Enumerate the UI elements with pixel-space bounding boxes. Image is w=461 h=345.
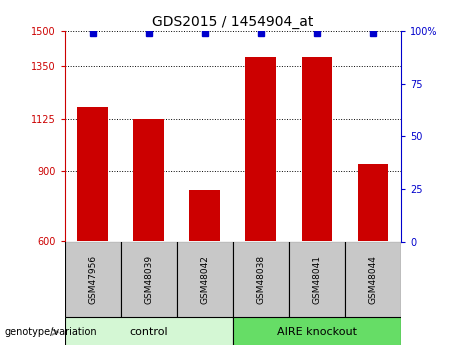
- Bar: [301, 57, 332, 241]
- Bar: [345, 241, 401, 317]
- Bar: [65, 241, 121, 317]
- Bar: [65, 317, 233, 345]
- Text: control: control: [130, 327, 168, 337]
- Text: GSM48044: GSM48044: [368, 255, 378, 304]
- Text: GSM48042: GSM48042: [200, 255, 209, 304]
- Title: GDS2015 / 1454904_at: GDS2015 / 1454904_at: [152, 14, 313, 29]
- Text: GSM48039: GSM48039: [144, 255, 153, 304]
- Text: GSM48038: GSM48038: [256, 255, 266, 304]
- Text: GSM48041: GSM48041: [313, 255, 321, 304]
- Bar: [289, 241, 345, 317]
- Bar: [121, 241, 177, 317]
- Bar: [233, 241, 289, 317]
- Bar: [77, 107, 108, 242]
- Bar: [245, 57, 276, 241]
- Bar: [358, 164, 389, 242]
- Text: genotype/variation: genotype/variation: [5, 327, 97, 337]
- Bar: [189, 190, 220, 242]
- Bar: [133, 119, 164, 242]
- Bar: [233, 317, 401, 345]
- Text: AIRE knockout: AIRE knockout: [277, 327, 357, 337]
- Bar: [177, 241, 233, 317]
- Text: GSM47956: GSM47956: [88, 255, 97, 304]
